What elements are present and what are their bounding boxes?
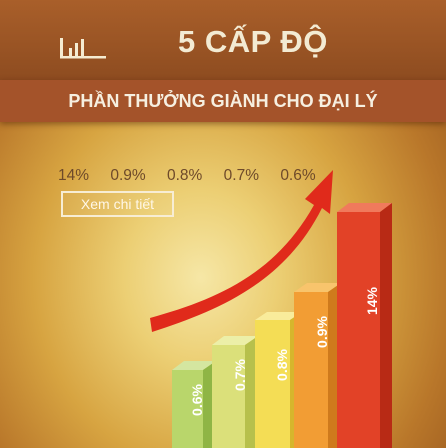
growth-arrow (150, 170, 333, 332)
percentage-2: 0.9% (110, 167, 146, 184)
percentage-4: 0.7% (223, 167, 259, 184)
subtitle-band: PHẦN THƯỞNG GIÀNH CHO ĐẠI LÝ (0, 80, 446, 122)
bar-label-4: 0.9% (313, 316, 330, 348)
percentage-3: 0.8% (167, 167, 203, 184)
bar-label-5: 14% (364, 286, 381, 316)
bar-label-1: 0.6% (188, 384, 205, 416)
bar-label-2: 0.7% (231, 359, 248, 391)
page-subtitle: PHẦN THƯỞNG GIÀNH CHO ĐẠI LÝ (68, 91, 378, 111)
bar-4 (294, 283, 341, 448)
bar-chart-icon (60, 38, 106, 59)
bar-5 (337, 203, 392, 448)
percentage-5: 0.6% (280, 167, 316, 184)
percentage-row: 14% 0.9% 0.8% 0.7% 0.6% (58, 167, 333, 185)
bar-label-3: 0.8% (273, 349, 290, 381)
detail-button[interactable]: Xem chi tiết (61, 191, 174, 217)
bar-2 (212, 336, 258, 448)
percentage-1: 14% (58, 167, 90, 184)
page-title: 5 CẤP ĐỘ (178, 24, 328, 59)
header-area (0, 0, 446, 88)
